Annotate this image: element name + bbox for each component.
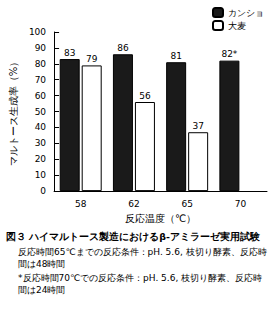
svg-text:80: 80 [35,59,47,69]
svg-text:90: 90 [35,43,47,53]
svg-text:83: 83 [64,48,75,58]
svg-text:79: 79 [86,54,98,64]
svg-text:カンショ: カンショ [228,8,264,18]
html-text:*反応時間70℃での反応条件：pH. 5.6, 枝切り酵素、: *反応時間70℃での反応条件：pH. 5.6, 枝切り酵素、反応時間は24時間 [18,273,263,295]
svg-text:70: 70 [35,75,47,85]
svg-text:30: 30 [35,138,47,148]
svg-text:65: 65 [181,199,192,209]
svg-text:50: 50 [35,107,47,117]
svg-text:70: 70 [235,199,247,209]
svg-text:37: 37 [192,121,203,131]
svg-text:マルトース生成率（%）: マルトース生成率（%） [8,57,19,167]
svg-text:100: 100 [29,27,46,37]
svg-text:60: 60 [35,91,47,101]
html-text:反応時間65℃までの反応条件：pH. 5.6, 枝切り酵素、: 反応時間65℃までの反応条件：pH. 5.6, 枝切り酵素、反応時間は48時間 [18,247,267,269]
svg-text:62: 62 [128,199,139,209]
html-text:図３ ハイマルトース製造におけるβ-アミラーゼ実用試験: 図３ ハイマルトース製造におけるβ-アミラーゼ実用試験 [6,231,261,242]
svg-text:81: 81 [170,51,181,61]
svg-text:86: 86 [117,43,129,53]
svg-text:40: 40 [35,122,47,132]
svg-text:58: 58 [75,199,87,209]
svg-text:56: 56 [139,91,151,101]
svg-text:0: 0 [40,186,46,196]
svg-text:20: 20 [35,154,47,164]
svg-text:10: 10 [35,170,47,180]
svg-text:大麦: 大麦 [228,21,246,31]
svg-text:82*: 82* [221,49,237,59]
svg-text:反応温度（℃）: 反応温度（℃） [125,213,196,224]
